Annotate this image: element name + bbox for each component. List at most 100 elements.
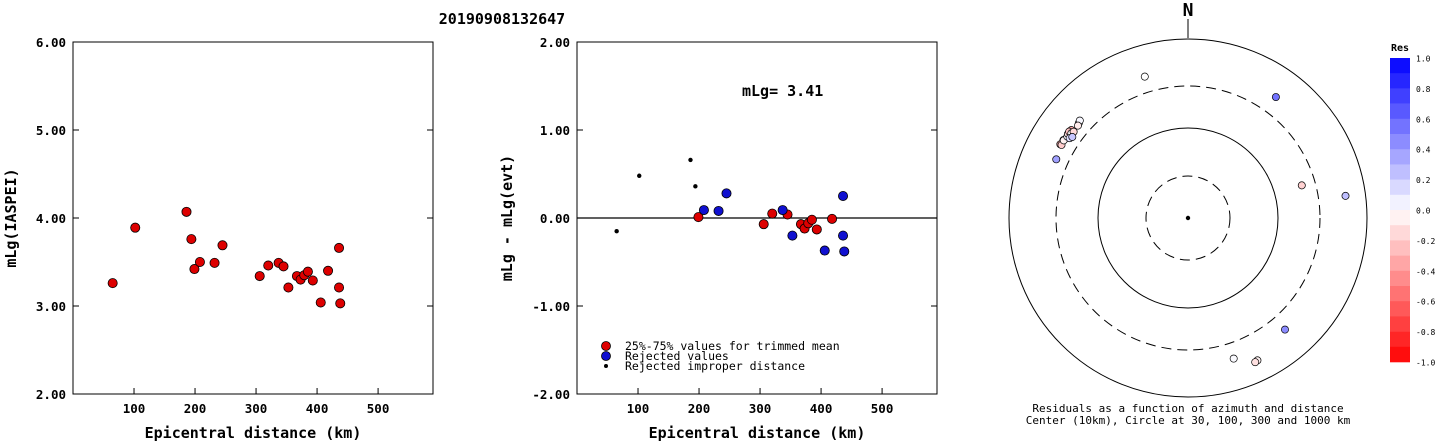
plot2-x-label: Epicentral distance (km) — [649, 424, 866, 441]
plot1-data-point — [209, 257, 220, 268]
plot1-data-point — [335, 298, 346, 309]
polar-station-point — [1297, 181, 1306, 190]
magnitude-vs-distance-plot: Epicentral distance (km) mLg(IASPEI) 100… — [2, 35, 434, 441]
ring-300km — [1055, 85, 1321, 351]
plot2-y-tick-label: 0.00 — [540, 211, 570, 226]
colorbar-tick-label: -0.4 — [1416, 267, 1435, 276]
colorbar-cell — [1390, 286, 1410, 302]
colorbar-cell — [1390, 225, 1410, 241]
polar-caption-line2: Center (10km), Circle at 30, 100, 300 an… — [1026, 414, 1351, 427]
plot2-data-point — [811, 224, 822, 235]
plot2-data-point — [767, 208, 778, 219]
plot1-data-point — [302, 266, 313, 277]
plot2-annotation: mLg= 3.41 — [742, 82, 823, 100]
colorbar-tick-label: -0.6 — [1416, 298, 1435, 307]
plot2-data-point — [838, 190, 849, 201]
plot1-y-tick-label: 3.00 — [36, 299, 66, 314]
plot2-data-point — [637, 173, 642, 178]
legend-marker-trimmed — [601, 341, 611, 351]
plot2-y-tick-label: 1.00 — [540, 123, 570, 138]
plot1-data-point — [254, 271, 265, 282]
plot2-x-tick-label: 400 — [810, 401, 833, 416]
plot1-data-point — [334, 282, 345, 293]
plot1-data-point — [315, 297, 326, 308]
plot1-data-point — [130, 222, 141, 233]
plot1-y-tick-label: 6.00 — [36, 35, 66, 50]
polar-points — [1052, 72, 1350, 367]
polar-station-point — [1251, 358, 1260, 367]
legend-label-improper: Rejected improper distance — [625, 359, 805, 373]
colorbar-cell — [1390, 118, 1410, 135]
colorbar-cell — [1390, 316, 1410, 332]
plot1-data-point — [189, 264, 200, 275]
plot1-x-tick-label: 200 — [184, 401, 207, 416]
colorbar-cell — [1390, 134, 1410, 150]
plot2-y-tick-label: -1.00 — [532, 299, 570, 314]
colorbar-tick-label: -1.0 — [1416, 359, 1435, 368]
colorbar-cell — [1390, 210, 1410, 226]
polar-station-point — [1229, 354, 1238, 363]
plot2-data-point — [693, 184, 698, 189]
colorbar-tick-label: 1.0 — [1416, 55, 1431, 64]
plot1-data-point — [334, 242, 345, 253]
colorbar-tick-label: -0.8 — [1416, 328, 1435, 337]
colorbar-cells — [1390, 58, 1410, 363]
colorbar-title: Res — [1391, 43, 1409, 54]
plot1-x-tick-label: 100 — [123, 401, 146, 416]
residual-colorbar: Res 1.0 0.8 0.6 0.4 0.2 0.0 -0.2 -0.4 -0.6 -0.8 -1… — [1390, 43, 1435, 368]
plot2-data-point — [688, 157, 693, 163]
plot1-data-point — [186, 234, 197, 245]
colorbar-cell — [1390, 270, 1410, 287]
ring-100km — [1097, 127, 1279, 309]
plot1-data-point — [263, 260, 274, 271]
colorbar-tick-label: 0.0 — [1416, 207, 1431, 216]
plot2-legend: 25%-75% values for trimmed mean Rejected… — [601, 339, 840, 373]
colorbar-cell — [1390, 164, 1410, 180]
plot2-data-point — [693, 212, 704, 223]
colorbar-cell — [1390, 240, 1410, 256]
plot2-data-point — [713, 205, 724, 216]
polar-station-point — [1073, 121, 1082, 130]
legend-marker-rejected — [601, 351, 611, 361]
plot1-ticks: 100 200 300 400 500 2.00 3.00 4.00 5.00 6.00 — [36, 35, 433, 416]
legend-label-rejected: Rejected values — [625, 349, 729, 363]
plot1-y-tick-label: 4.00 — [36, 211, 66, 226]
plot1-data-point — [107, 278, 118, 289]
north-label: N — [1183, 0, 1194, 21]
plot1-data-point — [217, 240, 228, 251]
polar-station-point — [1068, 133, 1077, 141]
colorbar-cell — [1390, 149, 1410, 165]
plot1-data-point — [181, 206, 192, 217]
plot2-x-tick-label: 500 — [871, 401, 894, 416]
colorbar-cell — [1390, 346, 1410, 363]
plot1-y-tick-label: 2.00 — [36, 387, 66, 402]
event-title: 20190908132647 — [439, 10, 565, 28]
colorbar-cell — [1390, 301, 1410, 317]
plot1-data-point — [278, 261, 289, 272]
plot2-data-point — [721, 188, 732, 199]
plot2-data-point — [827, 213, 838, 224]
plot2-data-point — [819, 245, 830, 256]
plot2-points — [614, 157, 850, 257]
residual-vs-distance-plot: Epicentral distance (km) mLg - mLg(evt) … — [498, 35, 938, 441]
colorbar-cell — [1390, 179, 1410, 196]
plot1-data-point — [194, 256, 205, 267]
polar-station-point — [1341, 191, 1350, 200]
plot2-data-point — [698, 205, 709, 216]
plot1-data-point — [307, 275, 318, 286]
colorbar-tick-label: 0.2 — [1416, 176, 1431, 185]
azimuth-residual-polar-plot: N Residuals as a function of azimuth and… — [1008, 0, 1368, 427]
polar-station-point — [1052, 155, 1061, 164]
plot2-data-point — [787, 230, 798, 241]
legend-marker-improper — [604, 364, 608, 368]
plot1-data-point — [323, 265, 334, 276]
polar-station-point — [1140, 72, 1149, 81]
colorbar-tick-label: -0.2 — [1416, 237, 1435, 246]
plot2-y-tick-label: -2.00 — [532, 387, 570, 402]
colorbar-cell — [1390, 331, 1410, 348]
plot2-y-label: mLg - mLg(evt) — [498, 155, 516, 281]
legend-label-trimmed: 25%-75% values for trimmed mean — [625, 339, 840, 353]
plot2-x-tick-label: 300 — [749, 401, 772, 416]
plot1-x-label: Epicentral distance (km) — [145, 424, 362, 441]
